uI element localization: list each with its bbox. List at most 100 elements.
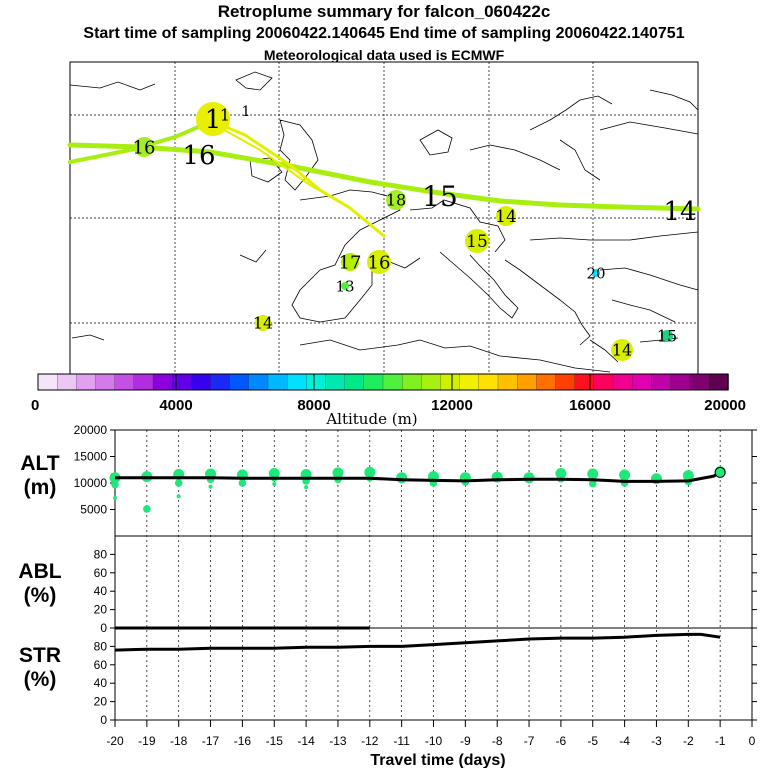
series-line-alt: [115, 471, 721, 483]
colorbar-swatch: [536, 373, 557, 391]
x-tick-label: -18: [170, 734, 188, 748]
y-tick-label: 40: [94, 676, 108, 690]
colorbar-swatch: [440, 373, 461, 391]
y-tick-label: 15000: [74, 450, 108, 464]
altitude-point: [174, 479, 183, 487]
y-tick-label: 40: [94, 584, 108, 598]
colorbar-swatch: [689, 373, 710, 391]
x-tick-label: -1: [715, 734, 726, 748]
colorbar-swatch: [229, 373, 250, 391]
x-tick-label: -14: [297, 734, 315, 748]
panel-axes: 2000015000100005000ALT(m)806040200ABL(%)…: [18, 423, 757, 727]
colorbar-swatch: [76, 373, 97, 391]
coastlines: [69, 71, 699, 373]
map-label: 14: [663, 197, 696, 227]
y-tick-label: 20000: [74, 423, 108, 437]
map-label: 17: [339, 252, 362, 273]
vertical-gridlines: [146, 430, 721, 720]
colorbar-swatch: [402, 373, 423, 391]
x-tick-label: -9: [460, 734, 471, 748]
map-label: 1: [205, 105, 222, 135]
map-bubble: [367, 250, 391, 274]
sampling-times: Start time of sampling 20060422.140645 E…: [83, 25, 685, 42]
altitude-end-marker: [714, 466, 726, 478]
colorbar-swatch: [363, 373, 384, 391]
x-tick-label: -15: [266, 734, 284, 748]
time-series-panels: 2000015000100005000ALT(m)806040200ABL(%)…: [18, 423, 757, 768]
altitude-point: [587, 468, 599, 480]
colorbar-swatch: [478, 373, 499, 391]
y-tick-label: 60: [94, 658, 108, 672]
colorbar-swatch: [306, 373, 327, 391]
altitude-point: [176, 494, 181, 499]
colorbar-swatch: [152, 373, 173, 391]
colorbar-tick-label: 0: [31, 397, 39, 414]
x-axis-label: Travel time (days): [370, 752, 505, 768]
map-label: 18: [386, 191, 406, 210]
x-tick-label: 0: [749, 734, 756, 748]
colorbar-swatch: [114, 373, 135, 391]
panel-unit: (%): [24, 668, 57, 691]
y-tick-label: 20: [94, 695, 108, 709]
colorbar-swatch: [191, 373, 212, 391]
map-label: 14: [612, 341, 632, 360]
colorbar: 0 4000 8000 12000 16000 20000 Altitude (m): [31, 373, 746, 428]
colorbar-ticks: 0 4000 8000 12000 16000 20000: [31, 374, 746, 414]
chart-title: Retroplume summary for falcon_060422c: [217, 2, 551, 21]
x-tick-label: -11: [393, 734, 410, 748]
x-tick-label: -13: [329, 734, 347, 748]
colorbar-swatch: [708, 373, 729, 391]
colorbar-swatch: [497, 373, 518, 391]
colorbar-swatch: [612, 373, 633, 391]
colorbar-swatch: [382, 373, 403, 391]
altitude-points: [109, 466, 726, 513]
x-tick-label: -20: [106, 734, 124, 748]
altitude-point: [238, 479, 247, 487]
map-label: 13: [335, 277, 354, 295]
x-axis-ticks: -20 -19 -18 -17 -16 -15 -14 -13 -12 -11 -10 -9 -8 -7-…: [106, 720, 756, 748]
colorbar-tick-label: 4000: [159, 397, 192, 414]
colorbar-swatch: [267, 373, 288, 391]
colorbar-swatch: [248, 373, 269, 391]
x-tick-label: -6: [556, 734, 567, 748]
colorbar-swatch: [95, 373, 116, 391]
y-tick-label: 20: [94, 603, 108, 617]
colorbar-tick-label: 8000: [297, 397, 330, 414]
y-tick-label: 0: [100, 713, 107, 727]
altitude-point: [304, 485, 309, 490]
map-bubble: [611, 339, 633, 361]
colorbar-swatch: [37, 373, 58, 391]
altitude-point: [619, 469, 631, 481]
altitude-point: [208, 484, 213, 489]
map-label: 16: [133, 137, 156, 158]
x-tick-label: -2: [683, 734, 694, 748]
series-lines: [114, 466, 726, 652]
series-line-str: [114, 632, 721, 652]
colorbar-tick-label: 20000: [704, 397, 746, 414]
colorbar-tick-label: 16000: [569, 397, 611, 414]
altitude-point: [113, 495, 117, 500]
map-bubble: [661, 330, 673, 342]
altitude-point: [272, 482, 277, 487]
map-bubble: [386, 190, 406, 210]
colorbar-swatch: [172, 373, 193, 391]
map-bubble: [592, 269, 600, 277]
x-tick-label: -19: [138, 734, 156, 748]
colorbar-swatch: [555, 373, 576, 391]
colorbar-swatches: [37, 373, 729, 391]
x-tick-label: -4: [619, 734, 630, 748]
x-tick-label: -5: [587, 734, 598, 748]
y-tick-label: 80: [94, 639, 108, 653]
map-bubble: [196, 102, 230, 136]
map-bubble: [496, 206, 516, 226]
altitude-point: [523, 472, 535, 484]
map-label: 1: [220, 106, 230, 125]
panel-unit: (m): [24, 476, 57, 499]
map-label: 20: [586, 264, 605, 282]
colorbar-tick-label: 12000: [431, 397, 473, 414]
altitude-point: [588, 479, 597, 488]
colorbar-swatch: [57, 373, 78, 391]
